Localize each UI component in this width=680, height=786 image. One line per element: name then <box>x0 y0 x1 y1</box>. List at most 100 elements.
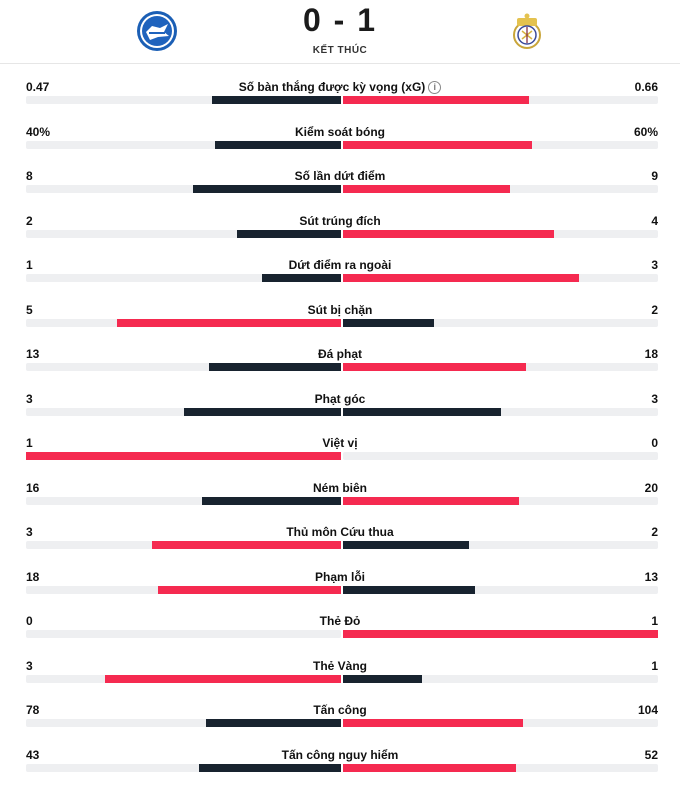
stat-label: Phạt góc <box>0 392 680 406</box>
stat-row: 18 Phạm lỗi 13 <box>0 570 680 614</box>
stat-row: 0 Thẻ Đỏ 1 <box>0 614 680 658</box>
stat-label: Việt vị <box>0 436 680 450</box>
stat-away-bar <box>343 318 435 327</box>
stat-row: 0.47 Số bàn thắng được kỳ vọng (xG) i 0.66 <box>0 80 680 124</box>
info-icon[interactable]: i <box>428 81 442 94</box>
stat-away-bar <box>343 763 517 772</box>
stat-row: 8 Số lần dứt điểm 9 <box>0 169 680 213</box>
stat-home-bar <box>237 229 341 238</box>
stat-home-bar <box>183 407 341 416</box>
match-status: KẾT THÚC <box>312 45 368 56</box>
stat-home-track <box>26 407 341 416</box>
stat-label-text: Tấn công <box>313 703 367 717</box>
stat-away-value: 52 <box>644 747 658 762</box>
stat-home-value: 43 <box>26 747 40 762</box>
stat-row: 2 Sút trúng đích 4 <box>0 214 680 258</box>
stat-away-value: 0 <box>651 436 658 450</box>
stat-home-track <box>26 541 341 549</box>
stat-away-track <box>343 541 658 549</box>
stat-home-bar <box>215 140 341 149</box>
real-madrid-crest-icon[interactable] <box>506 10 548 52</box>
stat-away-track <box>343 674 658 683</box>
stat-away-value: 60% <box>633 124 658 139</box>
stat-away-track <box>343 96 658 104</box>
stat-home-value: 16 <box>26 480 40 495</box>
stat-label-text: Số bàn thắng được kỳ vọng (xG) <box>238 80 426 94</box>
stat-away-bar <box>343 96 529 104</box>
stat-label: Tấn công nguy hiểm <box>0 748 680 762</box>
stat-home-track <box>26 452 341 460</box>
stat-away-bar <box>343 541 469 549</box>
stat-label: Thủ môn Cứu thua <box>0 525 680 539</box>
stat-label: Thẻ Vàng <box>0 659 680 673</box>
stat-away-bar <box>343 674 422 683</box>
stat-away-track <box>343 496 658 505</box>
stat-label-text: Phạt góc <box>314 391 366 406</box>
stat-home-track <box>26 674 341 683</box>
stat-home-track <box>26 96 341 104</box>
stat-away-track <box>343 318 658 327</box>
stat-row: 5 Sút bị chặn 2 <box>0 303 680 347</box>
stat-home-bar <box>158 585 341 594</box>
match-header: 0 - 1 KẾT THÚC <box>0 0 680 64</box>
stat-home-bar <box>26 452 341 460</box>
stat-away-value: 20 <box>644 480 658 495</box>
stat-home-value: 1 <box>26 258 33 272</box>
stat-row: 3 Thủ môn Cứu thua 2 <box>0 525 680 569</box>
stat-home-value: 1 <box>26 436 33 450</box>
stat-home-bar <box>104 674 341 683</box>
stat-away-track <box>343 763 658 772</box>
stat-home-track <box>26 140 341 149</box>
stat-away-track <box>343 229 658 238</box>
stat-away-track <box>343 719 658 727</box>
stat-row: 1 Việt vị 0 <box>0 436 680 480</box>
stat-label: Số lần dứt điểm <box>0 169 680 183</box>
stat-home-track <box>26 185 341 193</box>
stat-home-track <box>26 318 341 327</box>
stat-row: 43 Tấn công nguy hiểm 52 <box>0 748 680 786</box>
stat-label: Sút trúng đích <box>0 214 680 228</box>
stat-away-bar <box>343 274 580 282</box>
stat-home-track <box>26 630 341 638</box>
stat-home-track <box>26 585 341 594</box>
stat-label: Dứt điểm ra ngoài <box>0 258 680 272</box>
stat-away-bar <box>343 585 476 594</box>
stat-home-track <box>26 719 341 727</box>
stat-away-track <box>343 630 658 638</box>
stat-away-track <box>343 407 658 416</box>
stat-away-value: 18 <box>644 347 658 361</box>
stat-home-value: 13 <box>26 347 40 361</box>
stat-row: 13 Đá phạt 18 <box>0 347 680 391</box>
stat-row: 3 Phạt góc 3 <box>0 392 680 436</box>
stat-home-bar <box>152 541 341 549</box>
stat-away-bar <box>343 140 532 149</box>
stat-home-bar <box>208 363 341 371</box>
stat-row: 78 Tấn công 104 <box>0 703 680 747</box>
stat-label-text: Đá phạt <box>317 347 362 361</box>
stat-label-text: Dứt điểm ra ngoài <box>288 258 392 272</box>
stat-home-value: 40% <box>26 124 51 139</box>
stat-home-value: 3 <box>26 391 33 406</box>
stat-label-text: Thẻ Vàng <box>312 658 367 673</box>
stat-home-value: 0 <box>26 614 33 628</box>
stat-home-track <box>26 363 341 371</box>
stat-away-value: 104 <box>637 703 658 717</box>
stat-away-value: 0.66 <box>634 80 658 94</box>
stat-label: Thẻ Đỏ <box>0 614 680 628</box>
stat-home-bar <box>192 185 341 193</box>
stat-home-bar <box>117 318 341 327</box>
alaves-crest-icon[interactable] <box>136 10 178 52</box>
stat-home-track <box>26 274 341 282</box>
stat-away-bar <box>343 407 501 416</box>
stat-home-value: 5 <box>26 302 33 317</box>
stat-away-track <box>343 185 658 193</box>
stat-label-text: Sút bị chặn <box>307 302 373 317</box>
stat-label-text: Sút trúng đích <box>299 213 381 228</box>
stat-home-bar <box>199 763 341 772</box>
stat-away-bar <box>343 630 658 638</box>
stat-label-text: Số lần dứt điểm <box>294 169 386 183</box>
stat-label-text: Thẻ Đỏ <box>319 614 361 628</box>
stat-away-value: 2 <box>651 302 658 317</box>
stat-home-bar <box>205 719 341 727</box>
stat-row: 1 Dứt điểm ra ngoài 3 <box>0 258 680 302</box>
